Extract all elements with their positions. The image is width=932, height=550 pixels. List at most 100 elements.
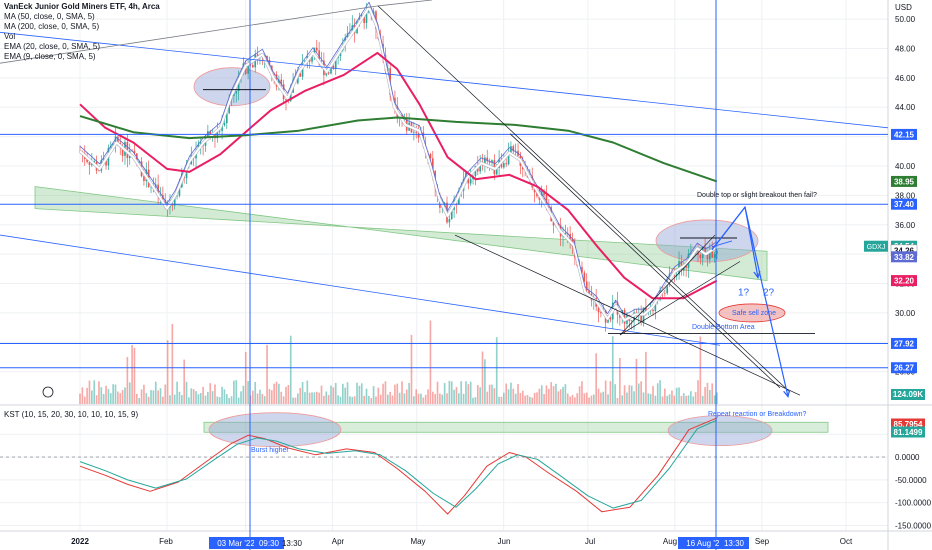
volume-bar bbox=[616, 397, 619, 404]
candle-body bbox=[600, 312, 602, 314]
price-label-text: 37.40 bbox=[894, 200, 915, 209]
x-tick-label: Aug bbox=[663, 537, 677, 546]
candle-body bbox=[268, 59, 271, 66]
price-label-bg bbox=[891, 198, 917, 210]
price-label-bg bbox=[864, 240, 888, 252]
candle-body bbox=[136, 153, 138, 163]
x-marker-label: 16 Aug '22 bbox=[686, 539, 724, 548]
candle-body bbox=[547, 207, 550, 208]
volume-bar bbox=[377, 387, 380, 404]
volume-bar bbox=[479, 387, 481, 404]
volume-bar bbox=[481, 351, 484, 404]
price-label-text: 27.92 bbox=[894, 339, 915, 348]
x-tick-label: Feb bbox=[159, 537, 173, 546]
annotation-path-1: 1? bbox=[738, 287, 750, 298]
volume-bar bbox=[327, 394, 330, 404]
volume-bar bbox=[595, 353, 597, 404]
volume-bar bbox=[391, 395, 394, 404]
y-tick-label: 40.00 bbox=[895, 162, 916, 171]
candle-body bbox=[114, 136, 117, 144]
volume-bar bbox=[623, 385, 626, 404]
kst-line bbox=[79, 417, 718, 515]
volume-bar bbox=[467, 384, 470, 404]
legend-kst: KST (10, 15, 20, 30, 10, 10, 10, 15, 9) bbox=[4, 410, 138, 420]
volume-bar bbox=[235, 380, 238, 404]
volume-bar bbox=[346, 382, 349, 404]
y-tick-label: 36.00 bbox=[895, 221, 916, 230]
volume-bar bbox=[150, 390, 152, 404]
rising-trendline-ext bbox=[377, 0, 433, 7]
candle-body bbox=[488, 161, 491, 163]
volume-bar bbox=[569, 396, 571, 404]
volume-bar bbox=[133, 347, 136, 404]
volume-bar bbox=[431, 391, 434, 404]
volume-bar bbox=[687, 395, 690, 404]
volume-bar bbox=[285, 386, 287, 404]
volume-bar bbox=[268, 389, 271, 404]
volume-bar bbox=[207, 391, 209, 404]
volume-bar bbox=[443, 383, 446, 404]
candle-body bbox=[225, 113, 228, 124]
volume-bar bbox=[701, 395, 704, 404]
volume-bar bbox=[252, 390, 254, 404]
candle-body bbox=[285, 99, 287, 101]
volume-bar bbox=[656, 383, 659, 404]
price-label-text: 32.20 bbox=[894, 277, 915, 286]
legend-main: VanEck Junior Gold Miners ETF, 4h, Arca … bbox=[4, 2, 160, 62]
volume-bar bbox=[609, 381, 612, 404]
volume-bar bbox=[680, 395, 683, 404]
volume-bar bbox=[289, 335, 292, 404]
volume-bar bbox=[124, 387, 126, 404]
volume-bar bbox=[545, 385, 548, 404]
volume-bar bbox=[306, 380, 309, 404]
legend-ema9: EMA (9, close, 0, SMA, 5) bbox=[4, 52, 96, 61]
volume-bar bbox=[424, 394, 427, 404]
x-marker-bg bbox=[254, 537, 284, 549]
candle-body bbox=[429, 153, 432, 159]
rising-wedge-upper bbox=[619, 234, 716, 336]
volume-bar bbox=[574, 397, 576, 404]
volume-label-text: 124.09K bbox=[893, 390, 923, 399]
volume-bar bbox=[240, 391, 242, 404]
volume-bar bbox=[398, 392, 401, 404]
candle-body bbox=[235, 90, 238, 94]
descending-channel bbox=[34, 186, 768, 282]
volume-bar bbox=[529, 396, 531, 404]
volume-bar bbox=[524, 395, 526, 404]
volume-bar bbox=[630, 385, 633, 404]
volume-bar bbox=[484, 359, 486, 404]
volume-bar bbox=[375, 396, 377, 404]
volume-bar bbox=[223, 389, 226, 404]
candle-body bbox=[484, 157, 486, 165]
candle-body bbox=[332, 65, 335, 69]
candle-body bbox=[697, 253, 699, 255]
candle-body bbox=[318, 50, 320, 61]
candle-body bbox=[164, 199, 167, 205]
volume-bar bbox=[649, 393, 652, 404]
volume-bar bbox=[173, 394, 176, 404]
volume-bar bbox=[384, 381, 387, 404]
annotation-double-top: Double top or slight breakout then fail? bbox=[697, 192, 817, 199]
volume-bar bbox=[162, 396, 164, 404]
candle-body bbox=[415, 131, 418, 133]
volume-bar bbox=[349, 396, 351, 404]
volume-bar bbox=[635, 358, 638, 404]
volume-bar bbox=[180, 395, 183, 404]
candle-body bbox=[479, 163, 481, 172]
volume-bar bbox=[394, 384, 396, 404]
volume-label-bg bbox=[891, 389, 925, 400]
volume-bar bbox=[152, 390, 155, 404]
volume-bar bbox=[396, 383, 399, 404]
x-tick-label: Apr bbox=[332, 537, 345, 546]
volume-bar bbox=[673, 395, 676, 404]
volume-bar bbox=[633, 391, 635, 404]
volume-bar bbox=[559, 389, 562, 404]
candle-body bbox=[143, 176, 145, 182]
volume-bar bbox=[503, 392, 505, 404]
volume-bar bbox=[488, 384, 491, 404]
volume-bar bbox=[581, 381, 583, 404]
volume-bar bbox=[706, 382, 709, 404]
candle-body bbox=[543, 191, 545, 195]
volume-bar bbox=[230, 396, 233, 404]
volume-bar bbox=[552, 386, 555, 404]
